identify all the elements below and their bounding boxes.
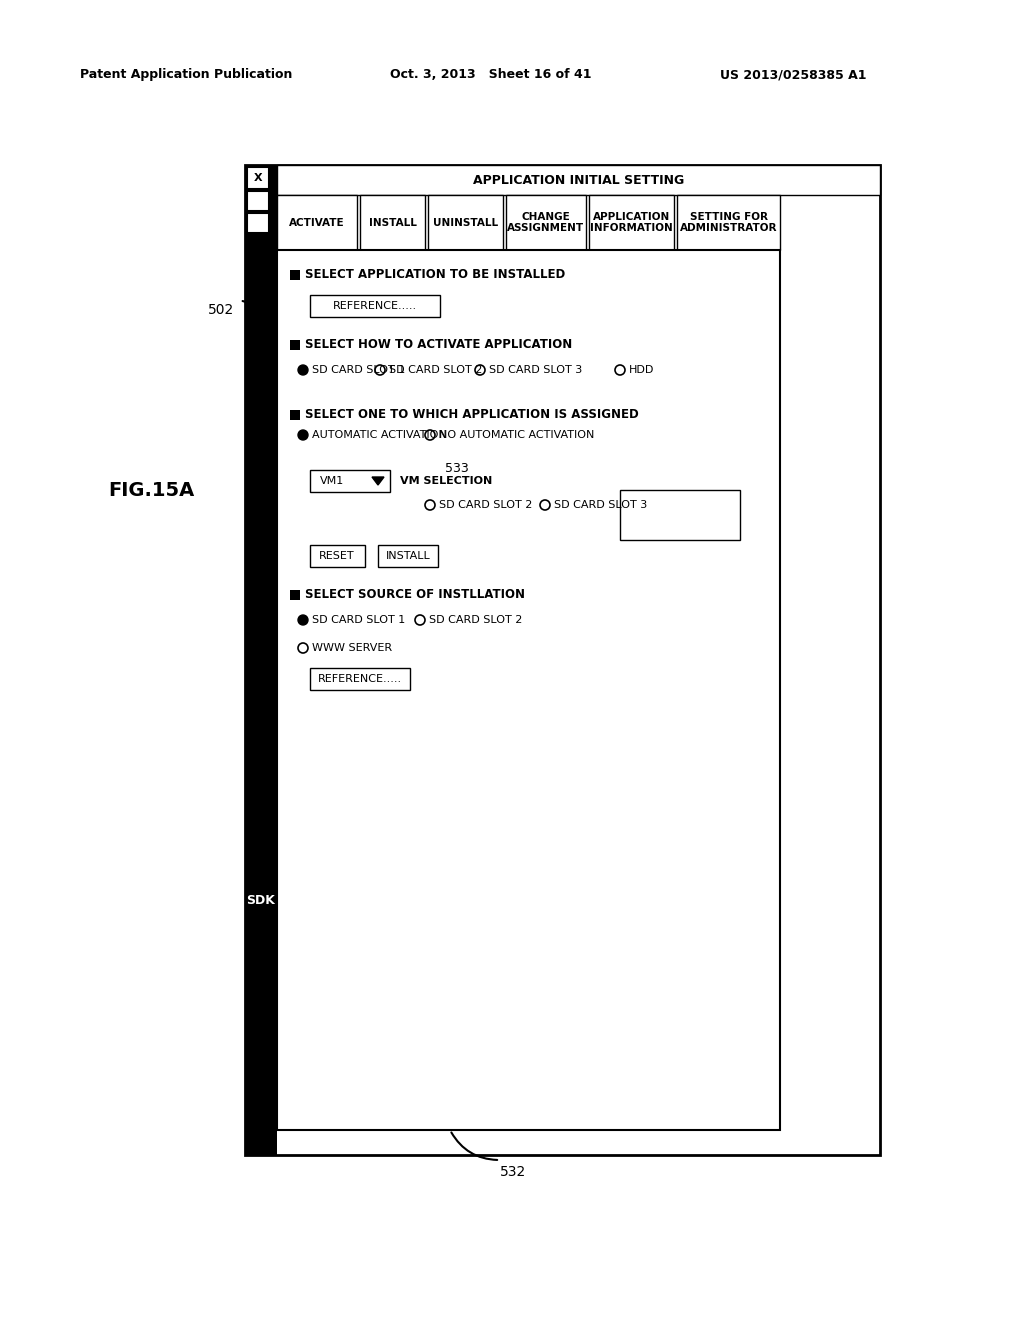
Text: SD CARD SLOT 1: SD CARD SLOT 1 (312, 366, 406, 375)
Bar (310, 668, 410, 690)
Text: REFERENCE.....: REFERENCE..... (317, 675, 402, 684)
Text: SD CARD SLOT 2: SD CARD SLOT 2 (429, 615, 522, 624)
Text: SD CARD SLOT 3: SD CARD SLOT 3 (489, 366, 583, 375)
Text: NO AUTOMATIC ACTIVATION: NO AUTOMATIC ACTIVATION (439, 430, 594, 440)
Bar (589, 195, 674, 249)
Bar (247, 168, 269, 189)
Text: SELECT HOW TO ACTIVATE APPLICATION: SELECT HOW TO ACTIVATE APPLICATION (305, 338, 572, 351)
Bar (428, 195, 503, 249)
Bar (278, 195, 357, 249)
Bar (360, 195, 425, 249)
Text: X: X (254, 173, 262, 183)
Text: RESET: RESET (319, 550, 354, 561)
Text: APPLICATION INITIAL SETTING: APPLICATION INITIAL SETTING (473, 173, 684, 186)
Text: SD CARD SLOT 2: SD CARD SLOT 2 (389, 366, 482, 375)
Text: ACTIVATE: ACTIVATE (289, 218, 345, 227)
Text: UNINSTALL: UNINSTALL (433, 218, 498, 227)
Text: REFERENCE.....: REFERENCE..... (333, 301, 417, 312)
Text: SD CARD SLOT 3: SD CARD SLOT 3 (554, 500, 647, 510)
Bar (310, 545, 365, 568)
Text: SELECT APPLICATION TO BE INSTALLED: SELECT APPLICATION TO BE INSTALLED (305, 268, 565, 281)
Bar (245, 165, 278, 1155)
Bar (620, 490, 740, 540)
Text: VM SELECTION: VM SELECTION (400, 477, 493, 486)
Text: SD CARD SLOT 2: SD CARD SLOT 2 (439, 500, 532, 510)
Text: SETTING FOR
ADMINISTRATOR: SETTING FOR ADMINISTRATOR (680, 211, 777, 234)
Bar (378, 545, 438, 568)
Bar (677, 195, 780, 249)
Bar (290, 590, 300, 601)
Text: SELECT ONE TO WHICH APPLICATION IS ASSIGNED: SELECT ONE TO WHICH APPLICATION IS ASSIG… (305, 408, 639, 421)
Bar (310, 294, 440, 317)
Text: VM1: VM1 (319, 477, 344, 486)
Text: SDK: SDK (247, 894, 275, 907)
Bar (245, 165, 880, 1155)
Text: APPLICATION
INFORMATION: APPLICATION INFORMATION (590, 211, 673, 234)
Text: INSTALL: INSTALL (369, 218, 417, 227)
Text: SD CARD SLOT 1: SD CARD SLOT 1 (312, 615, 406, 624)
Text: 533: 533 (445, 462, 469, 475)
Bar (278, 249, 780, 1130)
Bar (290, 411, 300, 420)
Polygon shape (372, 477, 384, 484)
Bar (278, 165, 880, 195)
Text: SELECT SOURCE OF INSTLLATION: SELECT SOURCE OF INSTLLATION (305, 589, 525, 602)
Text: 502: 502 (208, 304, 234, 317)
Circle shape (298, 430, 308, 440)
Text: US 2013/0258385 A1: US 2013/0258385 A1 (720, 69, 866, 81)
Text: CHANGE
ASSIGNMENT: CHANGE ASSIGNMENT (508, 211, 585, 234)
Text: 532: 532 (500, 1166, 526, 1179)
Circle shape (298, 615, 308, 624)
Text: AUTOMATIC ACTIVATION: AUTOMATIC ACTIVATION (312, 430, 446, 440)
Text: Oct. 3, 2013   Sheet 16 of 41: Oct. 3, 2013 Sheet 16 of 41 (390, 69, 592, 81)
Text: WWW SERVER: WWW SERVER (312, 643, 392, 653)
Bar (290, 341, 300, 350)
Text: INSTALL: INSTALL (386, 550, 430, 561)
Circle shape (298, 366, 308, 375)
Text: HDD: HDD (629, 366, 654, 375)
Bar (506, 195, 586, 249)
Bar (310, 470, 390, 492)
Bar (247, 191, 269, 211)
Bar (290, 271, 300, 280)
Text: FIG.15A: FIG.15A (108, 480, 195, 499)
Bar (247, 213, 269, 234)
Text: Patent Application Publication: Patent Application Publication (80, 69, 293, 81)
